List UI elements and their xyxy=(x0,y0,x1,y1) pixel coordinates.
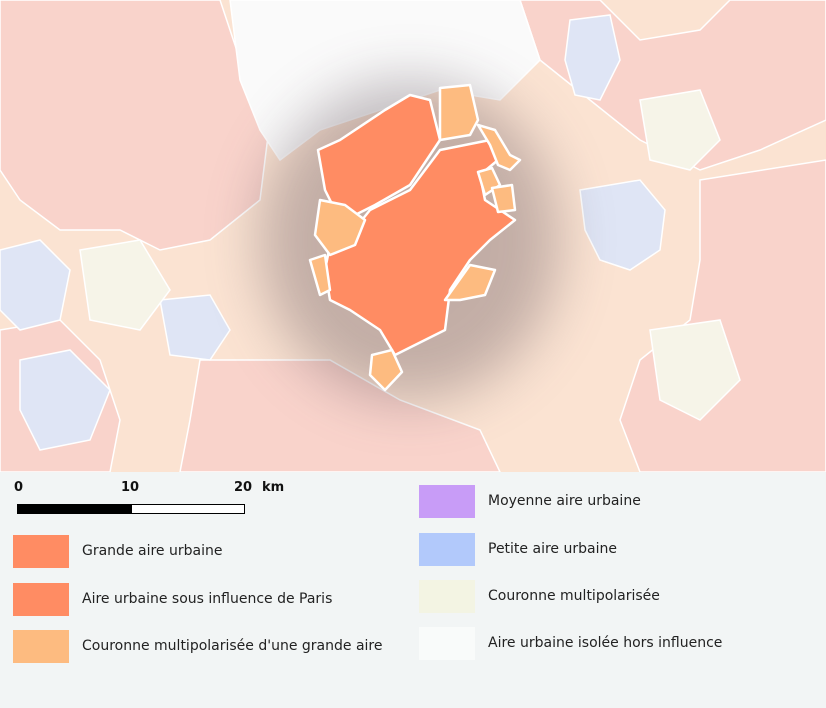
region-northwest xyxy=(0,0,271,251)
scale-bar-white xyxy=(131,504,245,514)
legend-label-petite-aire-urbaine: Petite aire urbaine xyxy=(488,541,617,557)
couronne-south[interactable] xyxy=(368,348,404,392)
petite-aire-urbaine-faded-areas xyxy=(0,14,666,451)
area-cream-3 xyxy=(79,239,171,331)
map[interactable] xyxy=(0,0,826,472)
scale-bar-black xyxy=(17,504,132,514)
couronne-northeast[interactable] xyxy=(476,123,522,172)
highlighted-urban-area[interactable] xyxy=(308,83,522,392)
legend-swatch-petite-aire-urbaine xyxy=(419,533,475,566)
legend-swatch-moyenne-aire-urbaine xyxy=(419,485,475,518)
legend-label-aire-isolee: Aire urbaine isolée hors influence xyxy=(488,635,723,651)
legend-swatch-couronne-grande-aire xyxy=(13,630,69,663)
legend-label-aire-influence-paris: Aire urbaine sous influence de Paris xyxy=(82,591,333,607)
legend-label-grande-aire-urbaine: Grande aire urbaine xyxy=(82,543,223,559)
legend-label-couronne-grande-aire: Couronne multipolarisée d'une grande air… xyxy=(82,638,383,654)
legend-swatch-grande-aire-urbaine xyxy=(13,535,69,568)
scale-tick-20: 20 xyxy=(234,480,253,495)
couronne-southwest[interactable] xyxy=(308,253,332,297)
legend-swatch-aire-isolee xyxy=(419,627,475,660)
legend-label-moyenne-aire-urbaine: Moyenne aire urbaine xyxy=(488,493,641,509)
area-blue-west xyxy=(0,239,71,331)
couronne-southeast[interactable] xyxy=(443,263,497,302)
area-blue-north xyxy=(564,14,621,101)
couronne-east-2[interactable] xyxy=(490,183,517,214)
area-cream-1 xyxy=(639,89,721,171)
area-blue-east xyxy=(579,179,666,271)
scale-tick-0: 0 xyxy=(14,480,24,495)
scale-tick-10: 10 xyxy=(121,480,140,495)
legend-label-couronne-multipolarisee: Couronne multipolarisée xyxy=(488,588,660,604)
couronne-west[interactable] xyxy=(313,198,367,257)
couronne-north[interactable] xyxy=(438,83,480,142)
couronne-faded-areas xyxy=(79,89,741,421)
scale-unit: km xyxy=(262,480,285,495)
legend-swatch-couronne-multipolarisee xyxy=(419,580,475,613)
area-cream-2 xyxy=(649,319,741,421)
legend-swatch-aire-influence-paris xyxy=(13,583,69,616)
area-blue-southwest xyxy=(19,349,111,451)
area-blue-center xyxy=(159,294,231,361)
grande-aire-urbaine-northwest[interactable] xyxy=(316,93,442,222)
